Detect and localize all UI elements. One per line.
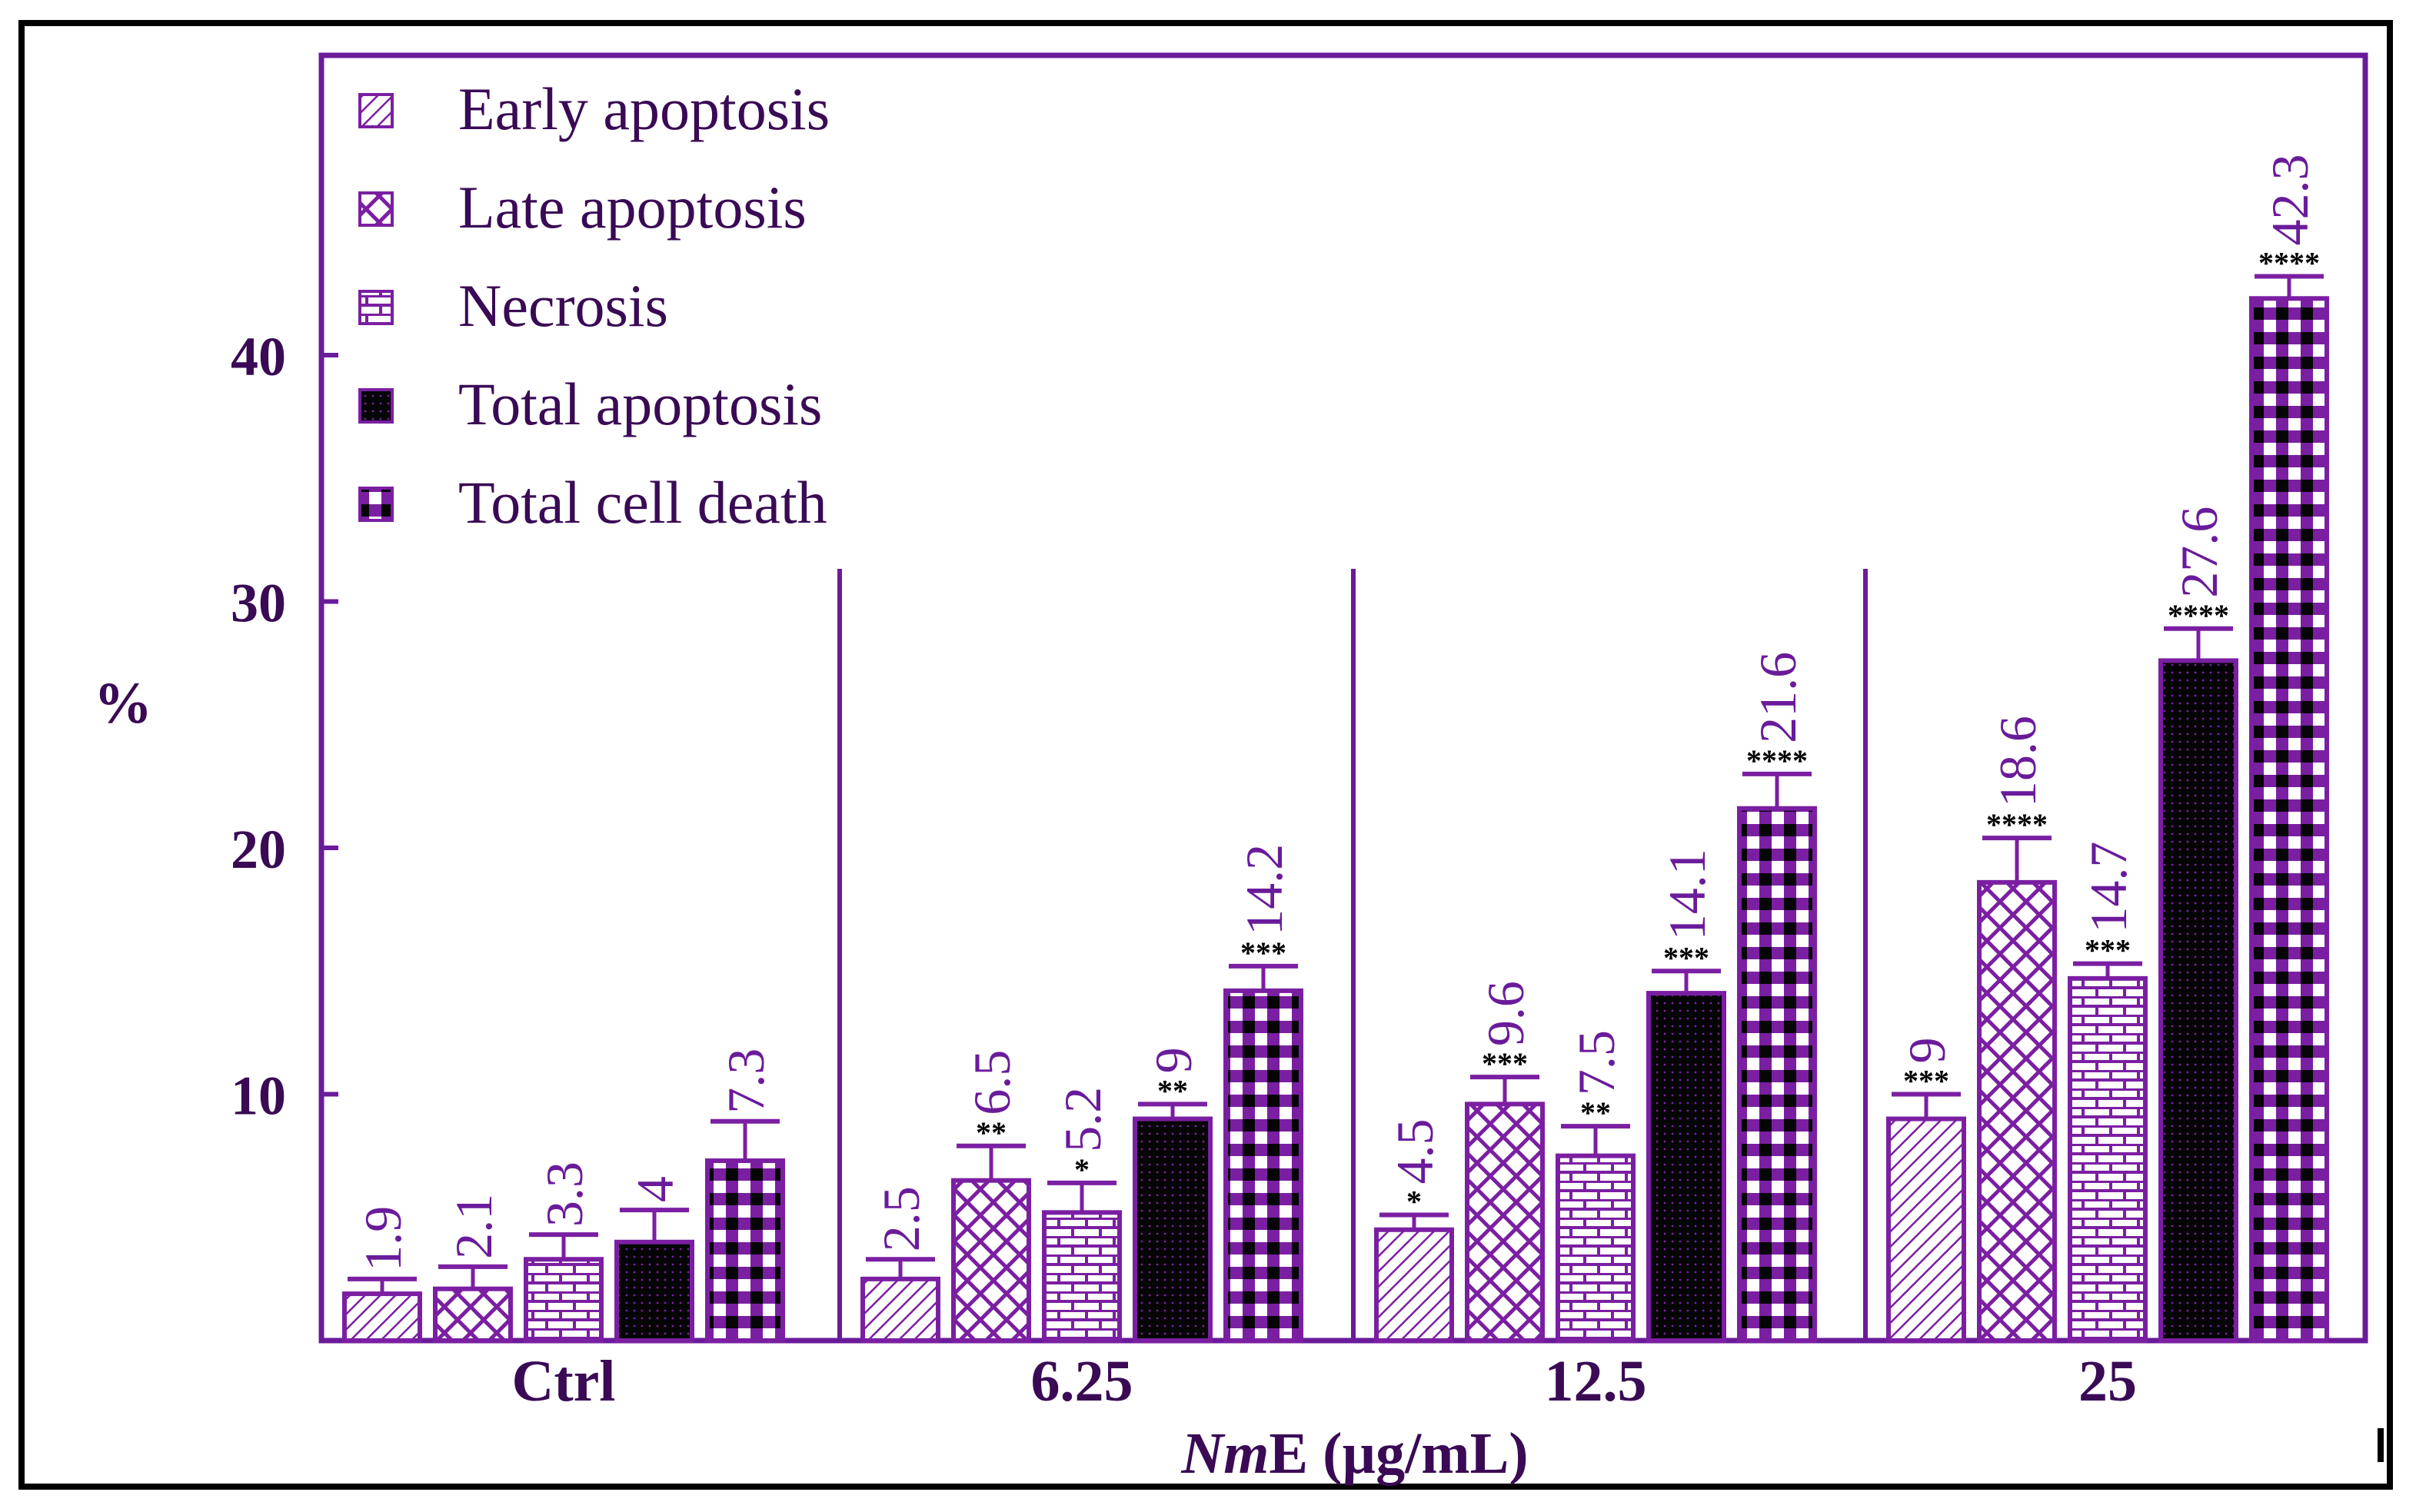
value-label: 1.9	[354, 1206, 412, 1271]
y-tick-label-40: 40	[231, 326, 286, 387]
legend-swatch-necrosis	[358, 290, 394, 325]
value-label: 9.6	[1476, 981, 1535, 1046]
value-label: 4	[626, 1176, 684, 1202]
value-label: 5.2	[1053, 1087, 1112, 1152]
edge-mark	[2378, 1428, 2384, 1462]
bar-necrosis-6.25	[1042, 1210, 1122, 1343]
x-axis-label-italic: Nm	[1180, 1421, 1269, 1486]
bar-early-apoptosis-Ctrl	[342, 1291, 422, 1343]
legend-label-necrosis: Necrosis	[458, 272, 668, 339]
bar-total-apoptosis-Ctrl	[614, 1239, 694, 1344]
legend-swatch-late-apoptosis	[358, 191, 394, 227]
significance-label: ****	[1986, 807, 2048, 842]
y-tick-label-10: 10	[231, 1065, 286, 1127]
legend-label-total-apoptosis: Total apoptosis	[458, 371, 822, 437]
value-label: 14.7	[2079, 842, 2138, 933]
legend-swatch-total-apoptosis	[358, 388, 394, 424]
value-label: 2.1	[444, 1194, 503, 1259]
plot-area	[318, 52, 2368, 1344]
value-label: 14.2	[1235, 844, 1293, 935]
bar-necrosis-25	[2068, 975, 2148, 1343]
bar-necrosis-Ctrl	[524, 1257, 604, 1343]
bar-total-cell-death-12.5	[1737, 806, 1817, 1343]
significance-label: *	[1074, 1152, 1090, 1187]
significance-label: **	[1580, 1095, 1611, 1130]
legend-label-early-apoptosis: Early apoptosis	[458, 75, 830, 142]
significance-label: ****	[1746, 743, 1808, 778]
x-tick-label-Ctrl: Ctrl	[511, 1349, 615, 1414]
y-tick-label-30: 30	[231, 573, 286, 634]
bar-early-apoptosis-6.25	[860, 1276, 940, 1343]
value-label: 27.6	[2170, 507, 2228, 598]
y-axis-label: %	[94, 671, 152, 736]
bar-late-apoptosis-12.5	[1465, 1102, 1545, 1343]
legend-swatch-early-apoptosis	[358, 93, 394, 128]
bar-late-apoptosis-25	[1977, 879, 2057, 1343]
bar-total-cell-death-6.25	[1223, 988, 1303, 1343]
x-axis: Ctrl 6.25 12.5 25	[511, 1349, 2137, 1414]
significance-label: ***	[1240, 935, 1286, 970]
legend: Early apoptosis Late apoptosis Necrosis Tot…	[358, 75, 830, 536]
group-separators	[837, 569, 1868, 1341]
value-label: 14.1	[1658, 849, 1716, 940]
bar-total-cell-death-25	[2249, 296, 2329, 1343]
x-axis-label-rest: E (µg/mL)	[1269, 1421, 1528, 1486]
legend-label-late-apoptosis: Late apoptosis	[458, 174, 807, 241]
x-tick-label-25: 25	[2078, 1349, 2137, 1414]
value-label: 42.3	[2261, 154, 2319, 245]
significance-label: ****	[2258, 245, 2320, 280]
significance-label: *	[1406, 1185, 1422, 1219]
bar-necrosis-12.5	[1556, 1153, 1636, 1343]
bar-total-apoptosis-25	[2158, 658, 2238, 1343]
bar-late-apoptosis-6.25	[951, 1178, 1031, 1344]
significance-label: ***	[1903, 1064, 1949, 1098]
bar-total-apoptosis-6.25	[1133, 1116, 1213, 1344]
bar-early-apoptosis-12.5	[1374, 1227, 1454, 1344]
x-tick-label-6.25: 6.25	[1031, 1349, 1133, 1414]
y-axis: 10 20 30 40	[231, 326, 338, 1127]
value-label: 21.6	[1749, 652, 1807, 743]
bars-layer: 1.9 2.1 3.3 47.32.5**6.5*5.2 **9***14.2*4.5*…	[342, 154, 2329, 1344]
bar-total-cell-death-Ctrl	[705, 1158, 785, 1344]
x-tick-label-12.5: 12.5	[1545, 1349, 1647, 1414]
value-label: 7.3	[717, 1048, 775, 1114]
value-label: 2.5	[872, 1186, 930, 1251]
legend-swatch-total-cell-death	[358, 487, 394, 522]
significance-label: ***	[1663, 940, 1709, 975]
y-tick-label-20: 20	[231, 819, 286, 880]
x-axis-label: NmE (µg/mL)	[1180, 1421, 1528, 1486]
value-label: 4.5	[1386, 1119, 1444, 1185]
bar-early-apoptosis-25	[1886, 1116, 1966, 1344]
bar-total-apoptosis-12.5	[1646, 991, 1726, 1343]
value-label: 9	[1144, 1047, 1203, 1073]
value-label: 7.5	[1567, 1030, 1626, 1095]
significance-label: **	[976, 1115, 1007, 1150]
value-label: 9	[1898, 1038, 1956, 1064]
value-label: 3.3	[535, 1161, 594, 1227]
value-label: 6.5	[963, 1050, 1021, 1115]
significance-label: ***	[1482, 1046, 1528, 1081]
significance-label: ****	[2168, 598, 2229, 633]
legend-label-total-cell-death: Total cell death	[458, 469, 827, 536]
significance-label: ***	[2085, 933, 2131, 968]
value-label: 18.6	[1988, 716, 2047, 807]
significance-label: **	[1157, 1073, 1188, 1108]
bar-late-apoptosis-Ctrl	[433, 1286, 513, 1343]
